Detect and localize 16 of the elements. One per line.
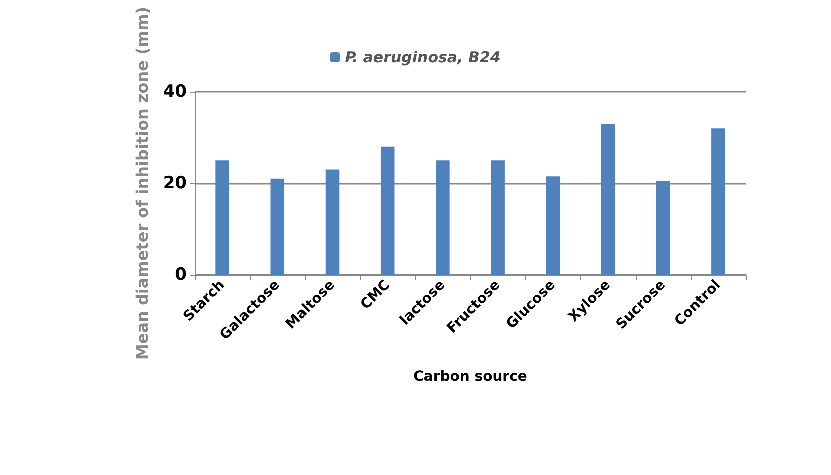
x-axis-title: Carbon source (414, 369, 528, 385)
y-tick-label: 0 (175, 265, 188, 285)
y-tick-label: 20 (163, 174, 188, 194)
bar (546, 176, 560, 275)
bar (326, 170, 340, 275)
bar (601, 124, 616, 275)
bar (216, 160, 230, 275)
y-tick-label: 40 (163, 82, 188, 102)
y-axis-title: Mean diameter of inhibition zone (mm) (132, 6, 152, 360)
bar (656, 181, 670, 275)
legend-label: P. aeruginosa, B24 (345, 48, 501, 66)
bar (712, 128, 726, 275)
bar (380, 146, 395, 275)
bar (436, 160, 450, 275)
bar (491, 160, 505, 275)
bar (270, 178, 285, 275)
